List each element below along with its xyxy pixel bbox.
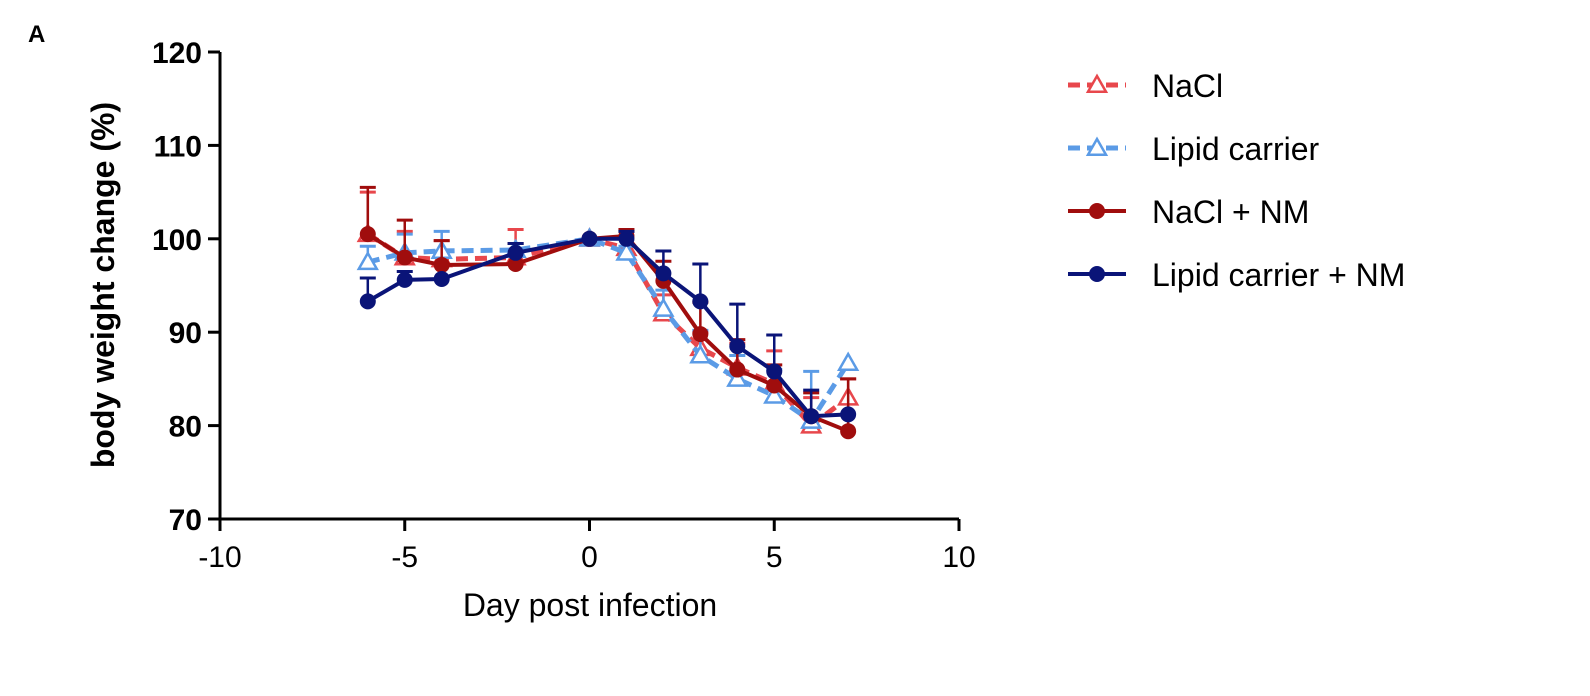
data-point [692, 326, 709, 343]
x-tick-label: 0 [581, 541, 598, 574]
legend-item: NaCl [1068, 68, 1223, 104]
data-point [615, 241, 638, 261]
y-tick-label: 120 [152, 37, 202, 70]
legend-item: Lipid carrier + NM [1068, 257, 1405, 293]
legend-label: Lipid carrier + NM [1152, 257, 1405, 293]
y-tick-label: 100 [152, 224, 202, 257]
series-lipid-carrier [356, 227, 860, 429]
data-point [433, 270, 450, 287]
x-tick-label: -5 [391, 541, 418, 574]
data-point [433, 256, 450, 273]
y-axis-label: body weight change (%) [85, 102, 121, 468]
data-point [581, 230, 598, 247]
legend-marker [1089, 266, 1105, 282]
x-axis-label: Day post infection [463, 587, 717, 623]
legend: NaCl Lipid carrier NaCl + NM Lipid carrier … [1068, 68, 1405, 293]
data-point [507, 256, 524, 273]
series-lipid-carrier-nm [359, 229, 857, 425]
data-point [396, 271, 413, 288]
y-tick-label: 110 [154, 130, 202, 163]
legend-marker [1085, 73, 1109, 93]
data-point [766, 363, 783, 380]
data-point [655, 265, 672, 282]
data-point [507, 244, 524, 261]
x-tick-label: -10 [198, 541, 241, 574]
data-point [803, 408, 820, 425]
data-point [356, 250, 379, 271]
data-point [836, 351, 860, 372]
y-tick-label: 80 [169, 411, 202, 444]
x-tick-label: 10 [942, 541, 975, 574]
legend-label: NaCl + NM [1152, 194, 1309, 230]
data-point [359, 293, 376, 310]
legend-item: Lipid carrier [1068, 131, 1320, 167]
data-point [692, 293, 709, 310]
data-point [766, 377, 783, 394]
data-point [840, 423, 857, 440]
axes: -10 -5 0 5 10 70 80 90 100 110 120 [152, 37, 976, 574]
y-tick-label: 90 [169, 317, 202, 350]
data-point [359, 226, 376, 243]
data-point [729, 361, 746, 378]
y-tick-label: 70 [169, 504, 202, 537]
data-point [729, 338, 746, 355]
legend-label: Lipid carrier [1152, 131, 1320, 167]
legend-item: NaCl + NM [1068, 194, 1309, 230]
legend-label: NaCl [1152, 68, 1223, 104]
legend-marker [1089, 203, 1105, 219]
data-point [763, 384, 786, 404]
panel-label: A [28, 21, 45, 48]
legend-marker [1085, 136, 1109, 156]
data-point [652, 297, 675, 317]
data-point [618, 230, 635, 247]
data-point [396, 249, 413, 266]
data-point [726, 367, 749, 387]
series-nacl [356, 190, 860, 434]
series-marks [356, 185, 860, 440]
x-tick-label: 5 [766, 541, 783, 574]
data-point [840, 406, 857, 423]
data-point [689, 344, 712, 364]
